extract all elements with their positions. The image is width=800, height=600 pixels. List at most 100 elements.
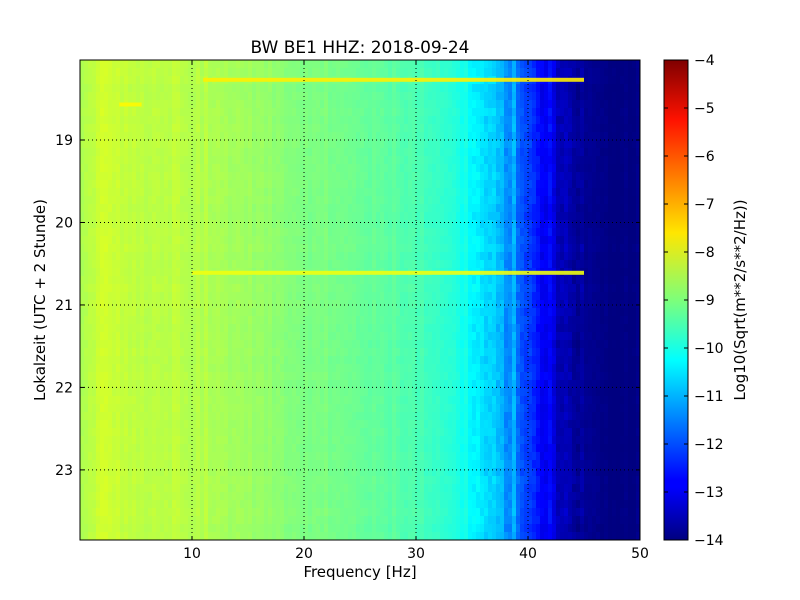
heatmap-cell — [412, 228, 417, 237]
heatmap-cell — [556, 116, 561, 125]
heatmap-cell — [484, 300, 489, 309]
heatmap-cell — [632, 92, 637, 101]
heatmap-cell — [324, 124, 329, 133]
heatmap-cell — [456, 172, 461, 181]
heatmap-cell — [616, 204, 621, 213]
heatmap-cell — [596, 188, 601, 197]
heatmap-cell — [448, 212, 453, 221]
heatmap-cell — [152, 148, 157, 157]
heatmap-cell — [296, 188, 301, 197]
heatmap-cell — [332, 220, 337, 229]
heatmap-cell — [104, 308, 109, 317]
heatmap-cell — [376, 180, 381, 189]
heatmap-cell — [356, 124, 361, 133]
heatmap-cell — [136, 284, 141, 293]
heatmap-cell — [348, 188, 353, 197]
heatmap-cell — [608, 308, 613, 317]
heatmap-cell — [232, 180, 237, 189]
heatmap-cell — [344, 108, 349, 117]
heatmap-cell — [528, 252, 533, 261]
heatmap-cell — [96, 108, 101, 117]
heatmap-cell — [280, 116, 285, 125]
heatmap-cell — [116, 332, 121, 341]
heatmap-cell — [188, 252, 193, 261]
heatmap-cell — [412, 180, 417, 189]
heatmap-cell — [132, 212, 137, 221]
heatmap-cell — [516, 148, 521, 157]
heatmap-cell — [200, 164, 205, 173]
heatmap-cell — [608, 268, 613, 277]
heatmap-cell — [252, 252, 257, 261]
heatmap-cell — [580, 148, 585, 157]
heatmap-cell — [244, 316, 249, 325]
heatmap-cell — [380, 308, 385, 317]
heatmap-cell — [304, 188, 309, 197]
heatmap-cell — [268, 244, 273, 253]
heatmap-cell — [124, 140, 129, 149]
heatmap-cell — [440, 172, 445, 181]
heatmap-cell — [184, 308, 189, 317]
heatmap-cell — [568, 156, 573, 165]
heatmap-cell — [204, 316, 209, 325]
heatmap-cell — [312, 204, 317, 213]
heatmap-cell — [188, 180, 193, 189]
heatmap-cell — [560, 132, 565, 141]
heatmap-cell — [284, 60, 289, 69]
heatmap-cell — [204, 276, 209, 285]
heatmap-cell — [116, 188, 121, 197]
heatmap-cell — [92, 228, 97, 237]
heatmap-cell — [556, 124, 561, 133]
heatmap-cell — [204, 220, 209, 229]
heatmap-cell — [156, 92, 161, 101]
heatmap-cell — [292, 132, 297, 141]
heatmap-cell — [436, 156, 441, 165]
heatmap-cell — [608, 60, 613, 69]
heatmap-cell — [112, 204, 117, 213]
heatmap-cell — [92, 148, 97, 157]
heatmap-cell — [520, 276, 525, 285]
heatmap-cell — [488, 140, 493, 149]
heatmap-cell — [452, 244, 457, 253]
heatmap-cell — [276, 212, 281, 221]
heatmap-cell — [468, 132, 473, 141]
heatmap-cell — [356, 84, 361, 93]
heatmap-cell — [568, 188, 573, 197]
heatmap-cell — [632, 204, 637, 213]
heatmap-cell — [492, 132, 497, 141]
heatmap-cell — [268, 116, 273, 125]
heatmap-cell — [248, 324, 253, 333]
heatmap-cell — [88, 68, 93, 77]
heatmap-cell — [328, 324, 333, 333]
heatmap-cell — [544, 116, 549, 125]
heatmap-cell — [84, 284, 89, 293]
heatmap-cell — [384, 148, 389, 157]
heatmap-cell — [620, 292, 625, 301]
heatmap-cell — [480, 332, 485, 341]
heatmap-cell — [376, 252, 381, 261]
heatmap-cell — [400, 132, 405, 141]
heatmap-cell — [256, 284, 261, 293]
heatmap-cell — [252, 180, 257, 189]
heatmap-cell — [148, 340, 153, 349]
heatmap-cell — [352, 140, 357, 149]
heatmap-cell — [448, 164, 453, 173]
heatmap-cell — [504, 316, 509, 325]
heatmap-cell — [400, 244, 405, 253]
heatmap-cell — [140, 172, 145, 181]
heatmap-cell — [248, 180, 253, 189]
heatmap-cell — [260, 236, 265, 245]
heatmap-cell — [376, 332, 381, 341]
heatmap-cell — [260, 196, 265, 205]
heatmap-cell — [360, 60, 365, 69]
heatmap-cell — [552, 204, 557, 213]
heatmap-cell — [292, 308, 297, 317]
heatmap-cell — [368, 340, 373, 349]
heatmap-cell — [564, 140, 569, 149]
heatmap-cell — [332, 260, 337, 269]
heatmap-cell — [80, 316, 85, 325]
heatmap-cell — [612, 140, 617, 149]
heatmap-cell — [300, 164, 305, 173]
heatmap-cell — [412, 276, 417, 285]
heatmap-cell — [184, 100, 189, 109]
heatmap-cell — [480, 308, 485, 317]
